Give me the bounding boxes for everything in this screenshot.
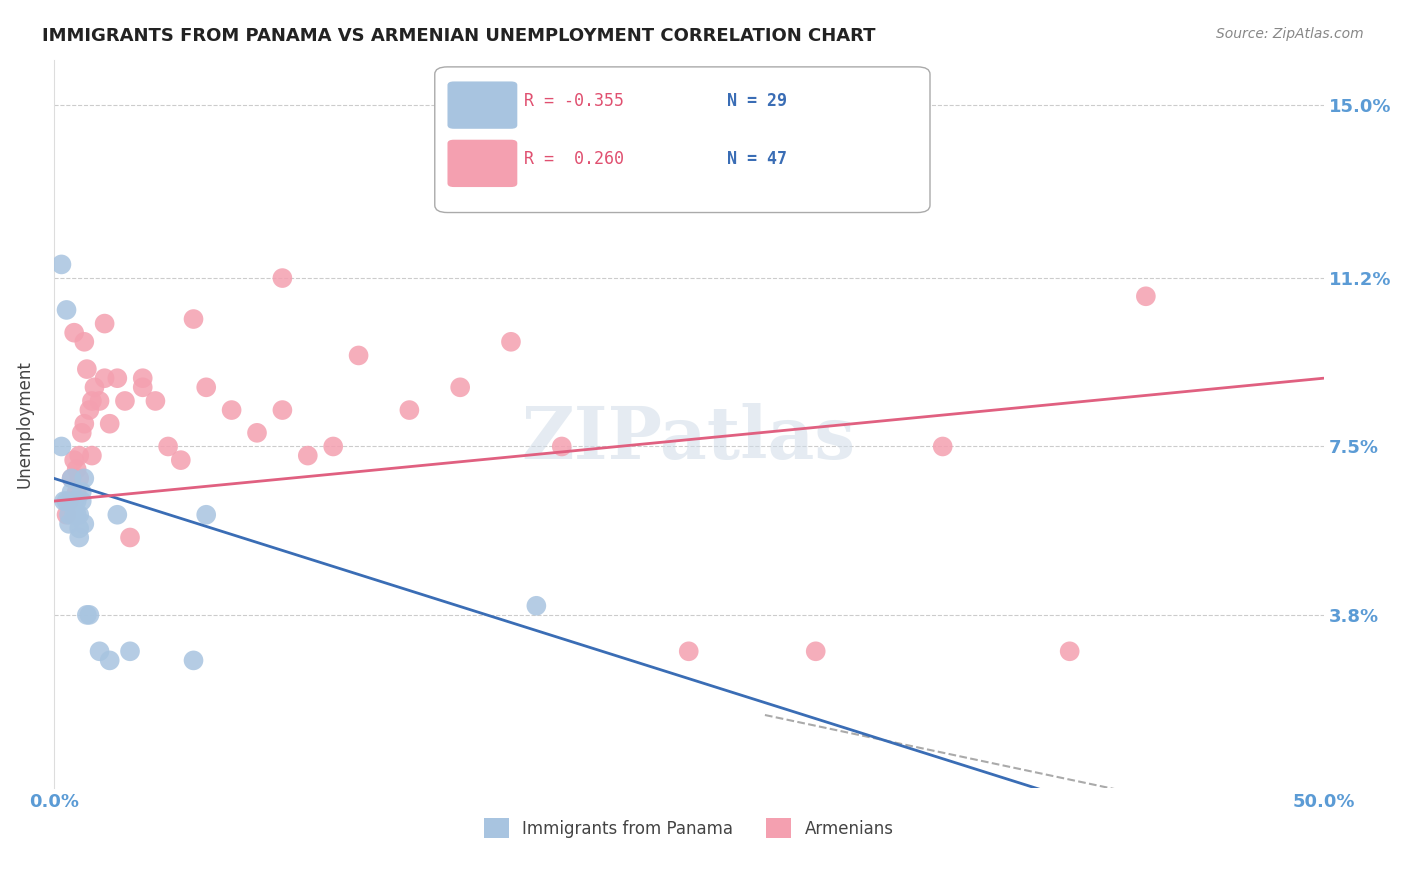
Point (1135, 289, 1157, 303)
Point (80, 394, 103, 409)
Point (183, 312, 205, 326)
Point (678, 644, 700, 658)
Point (70, 494, 93, 508)
Point (499, 334, 522, 349)
Text: IMMIGRANTS FROM PANAMA VS ARMENIAN UNEMPLOYMENT CORRELATION CHART: IMMIGRANTS FROM PANAMA VS ARMENIAN UNEMP… (42, 27, 876, 45)
Point (105, 371, 128, 385)
Point (449, 380, 471, 394)
Point (76, 362, 98, 376)
Point (55, 494, 77, 508)
Point (132, 380, 155, 394)
Point (80, 449, 103, 463)
Point (297, 449, 319, 463)
Point (83, 380, 105, 394)
FancyBboxPatch shape (447, 140, 517, 187)
Point (58, 516, 80, 531)
Point (524, 599, 547, 613)
Point (271, 271, 294, 285)
Point (67, 521, 90, 535)
Point (804, 644, 827, 658)
Point (1059, 644, 1081, 658)
Point (67, 449, 90, 463)
Point (76, 607, 98, 622)
Point (79, 607, 101, 622)
Point (70, 425, 93, 440)
Text: N = 29: N = 29 (727, 92, 787, 110)
FancyBboxPatch shape (447, 81, 517, 128)
Point (67, 471, 90, 485)
Point (347, 348, 370, 362)
Point (73, 516, 96, 531)
Point (51, 440, 73, 454)
Point (66, 494, 89, 508)
Point (63, 326, 86, 340)
Point (67, 531, 90, 545)
Point (118, 531, 141, 545)
Text: Source: ZipAtlas.com: Source: ZipAtlas.com (1216, 27, 1364, 41)
Point (195, 508, 218, 522)
Point (118, 644, 141, 658)
Point (58, 508, 80, 522)
Point (93, 317, 115, 331)
Point (105, 508, 128, 522)
Point (60, 471, 83, 485)
Point (145, 394, 167, 409)
Text: R =  0.260: R = 0.260 (523, 151, 624, 169)
Point (67, 508, 90, 522)
Point (98, 653, 121, 667)
Point (322, 440, 344, 454)
Point (63, 508, 86, 522)
Point (73, 471, 96, 485)
Point (70, 485, 93, 500)
Point (246, 425, 269, 440)
Point (183, 653, 205, 667)
Text: R = -0.355: R = -0.355 (523, 92, 624, 110)
Point (931, 440, 953, 454)
Point (63, 494, 86, 508)
Point (114, 394, 136, 409)
Point (60, 471, 83, 485)
Point (551, 440, 574, 454)
FancyBboxPatch shape (434, 67, 929, 212)
Point (51, 257, 73, 271)
Point (195, 380, 218, 394)
Point (66, 485, 89, 500)
Point (221, 403, 243, 417)
Point (398, 403, 420, 417)
Point (73, 334, 96, 349)
Point (271, 403, 294, 417)
Point (66, 462, 89, 476)
Point (63, 453, 86, 467)
Y-axis label: Unemployment: Unemployment (15, 359, 32, 488)
Point (55, 302, 77, 317)
Point (89, 394, 111, 409)
Point (66, 508, 89, 522)
Legend: Immigrants from Panama, Armenians: Immigrants from Panama, Armenians (477, 812, 900, 845)
Point (58, 494, 80, 508)
Point (53, 494, 76, 508)
Point (93, 371, 115, 385)
Point (79, 403, 101, 417)
Point (73, 417, 96, 431)
Point (170, 453, 193, 467)
Point (55, 508, 77, 522)
Point (98, 417, 121, 431)
Point (89, 644, 111, 658)
Point (132, 371, 155, 385)
Text: ZIPatlas: ZIPatlas (522, 403, 856, 474)
Text: N = 47: N = 47 (727, 151, 787, 169)
Point (157, 440, 180, 454)
Point (60, 485, 83, 500)
